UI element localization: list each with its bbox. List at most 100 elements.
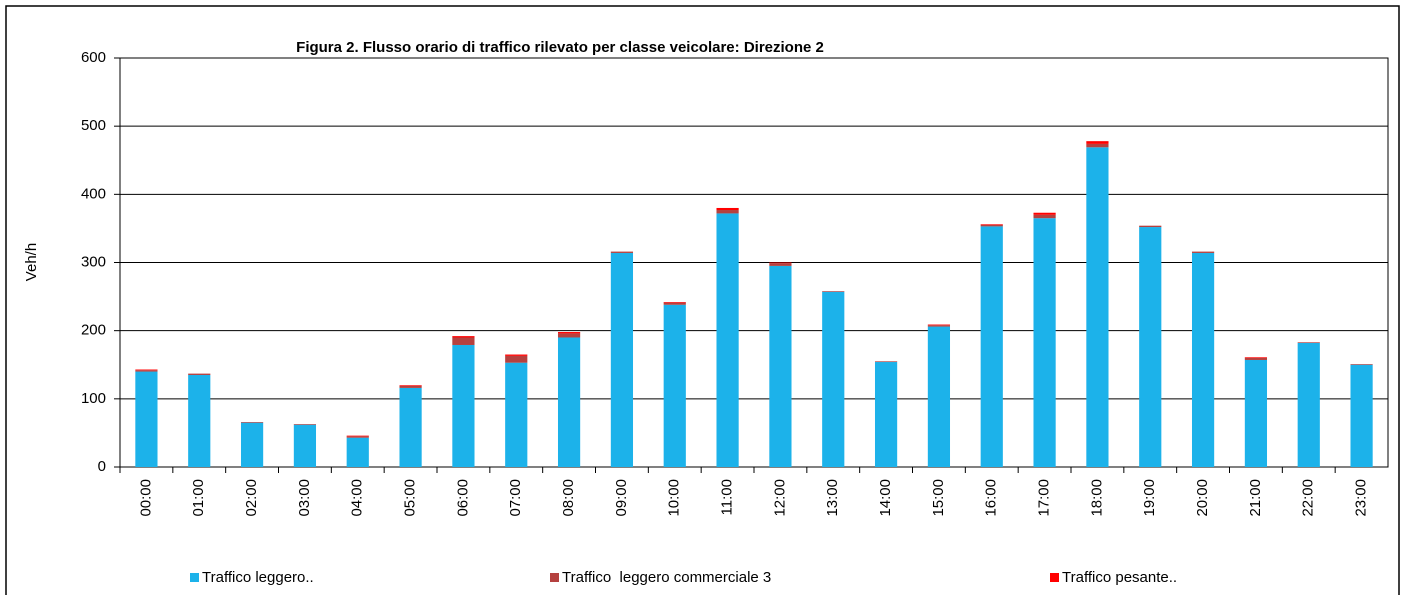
- legend-swatch: [1050, 573, 1059, 582]
- x-tick-label: 11:00: [719, 479, 736, 515]
- bar-segment: [135, 370, 158, 372]
- bar-segment: [610, 252, 634, 467]
- bar-segment: [1086, 141, 1109, 144]
- legend-swatch: [550, 573, 559, 582]
- y-tick-label: 400: [81, 185, 106, 202]
- y-axis-label: Veh/h: [23, 243, 40, 281]
- bar-segment: [1139, 227, 1162, 467]
- legend-label: Traffico leggero commerciale 3: [562, 569, 771, 586]
- x-tick-label: 06:00: [454, 479, 471, 517]
- bar-segment: [135, 371, 158, 467]
- x-tick-label: 23:00: [1353, 479, 1370, 517]
- bar-segment: [240, 422, 264, 423]
- y-tick-label: 0: [98, 458, 106, 475]
- bar-segment: [557, 337, 581, 467]
- x-tick-label: 16:00: [983, 479, 1000, 517]
- bar-segment: [1297, 342, 1320, 343]
- x-tick-label: 15:00: [930, 479, 947, 517]
- bar-segment: [399, 385, 422, 388]
- x-tick-label: 07:00: [507, 479, 524, 517]
- bar-segment: [927, 326, 951, 467]
- bar-segment: [874, 362, 898, 467]
- bar-segment: [1086, 143, 1109, 148]
- x-tick-label: 18:00: [1088, 479, 1105, 517]
- bar-segment: [346, 435, 369, 437]
- bar-segment: [663, 302, 686, 303]
- bar-segment: [293, 424, 317, 425]
- x-tick-label: 10:00: [666, 479, 683, 517]
- y-tick-label: 500: [81, 117, 106, 134]
- y-tick-label: 200: [81, 322, 106, 339]
- x-tick-label: 02:00: [243, 479, 260, 517]
- bar-segment: [980, 225, 1003, 227]
- x-tick-label: 13:00: [824, 479, 841, 517]
- bar-segment: [1139, 225, 1162, 228]
- bar-segment: [769, 265, 792, 467]
- bar-segment: [505, 354, 528, 356]
- bar-segment: [399, 387, 422, 467]
- frame: [5, 5, 1400, 595]
- legend-label: Traffico pesante..: [1062, 569, 1177, 586]
- bar-segment: [822, 291, 845, 467]
- x-tick-label: 22:00: [1300, 479, 1317, 517]
- x-tick-label: 09:00: [613, 479, 630, 517]
- bar-segment: [188, 373, 211, 375]
- bar-segment: [1033, 218, 1056, 467]
- x-tick-label: 20:00: [1194, 479, 1211, 517]
- bar-segment: [1033, 212, 1056, 215]
- bar-segment: [293, 424, 317, 467]
- bar-segment: [452, 337, 475, 345]
- x-tick-label: 19:00: [1141, 479, 1158, 517]
- bar-segment: [1191, 251, 1215, 253]
- x-tick-label: 01:00: [190, 479, 207, 517]
- x-tick-label: 08:00: [560, 479, 577, 517]
- x-tick-label: 05:00: [402, 479, 419, 517]
- bar-segment: [557, 333, 581, 338]
- bar-segment: [663, 302, 686, 305]
- bar-segment: [1297, 342, 1320, 467]
- bar-segment: [716, 213, 739, 467]
- bar-segment: [1350, 364, 1373, 467]
- x-tick-label: 12:00: [771, 479, 788, 517]
- bar-segment: [769, 263, 792, 266]
- bar-segment: [716, 210, 739, 214]
- y-tick-label: 600: [81, 49, 106, 66]
- bar-segment: [716, 207, 739, 211]
- bar-segment: [505, 355, 528, 363]
- x-tick-label: 21:00: [1247, 479, 1264, 517]
- bar-segment: [769, 262, 792, 264]
- x-tick-label: 04:00: [349, 479, 366, 517]
- bar-segment: [240, 422, 264, 467]
- chart-title: Figura 2. Flusso orario di traffico rile…: [296, 39, 824, 56]
- bar-segment: [980, 226, 1003, 467]
- bar-segment: [1244, 359, 1268, 467]
- bar-segment: [927, 325, 951, 327]
- bar-segment: [557, 332, 581, 334]
- x-tick-label: 00:00: [137, 479, 154, 517]
- bar-segment: [505, 362, 528, 467]
- bar-segment: [822, 291, 845, 292]
- legend-swatch: [190, 573, 199, 582]
- bar-segment: [1086, 147, 1109, 467]
- bar-segment: [346, 436, 369, 438]
- bar-segment: [1244, 357, 1268, 360]
- bar-segment: [980, 224, 1003, 226]
- bar-segment: [399, 385, 422, 386]
- x-tick-label: 14:00: [877, 479, 894, 517]
- bar-segment: [1350, 364, 1373, 365]
- bar-segment: [452, 344, 475, 467]
- bar-segment: [188, 374, 211, 467]
- bar-segment: [927, 324, 951, 326]
- x-tick-label: 03:00: [296, 479, 313, 517]
- bar-segment: [874, 361, 898, 363]
- x-tick-label: 17:00: [1036, 479, 1053, 517]
- legend-label: Traffico leggero..: [202, 569, 314, 586]
- bar-segment: [1033, 214, 1056, 219]
- bar-segment: [1191, 252, 1215, 467]
- bar-segment: [663, 304, 686, 467]
- bar-segment: [610, 251, 634, 253]
- bar-segment: [452, 336, 475, 338]
- bar-segment: [1244, 357, 1268, 358]
- bar-segment: [346, 437, 369, 467]
